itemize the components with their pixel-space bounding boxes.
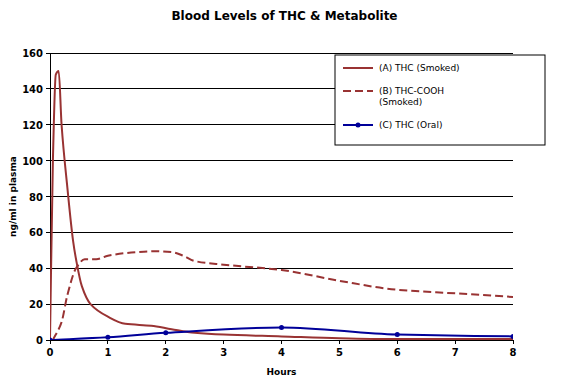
tick-mark: [165, 340, 166, 344]
marker: [163, 330, 168, 335]
tick-mark: [46, 53, 50, 54]
grid-line: [50, 160, 513, 161]
tick-mark: [397, 340, 398, 344]
tick-mark: [46, 232, 50, 233]
legend-label: (A) THC (Smoked): [379, 63, 460, 73]
marker: [50, 338, 53, 341]
y-tick-label: 80: [29, 192, 43, 203]
tick-mark: [46, 88, 50, 89]
marker: [105, 335, 110, 340]
x-tick-label: 2: [162, 347, 169, 358]
y-tick-label: 40: [29, 263, 43, 274]
grid-line: [50, 304, 513, 305]
x-tick-label: 5: [336, 347, 343, 358]
tick-mark: [455, 340, 456, 344]
legend-swatch: [343, 67, 373, 69]
tick-mark: [513, 340, 514, 344]
title: Blood Levels of THC & Metabolite: [171, 9, 397, 23]
tick-mark: [281, 340, 282, 344]
grid-line: [50, 268, 513, 269]
y-tick-label: 140: [22, 84, 43, 95]
legend-label: (B) THC-COOH(Smoked): [379, 86, 444, 107]
marker: [395, 332, 400, 337]
legend-swatch: [343, 90, 373, 92]
tick-mark: [46, 304, 50, 305]
tick-mark: [46, 340, 50, 341]
y-tick-label: 60: [29, 227, 43, 238]
legend-label: (C) THC (Oral): [379, 120, 442, 130]
x-tick-label: 7: [452, 347, 459, 358]
chart: Blood Levels of THC & Metabolite02040608…: [0, 0, 569, 389]
tick-mark: [46, 268, 50, 269]
grid-line: [50, 232, 513, 233]
x-tick-label: 8: [510, 347, 517, 358]
x-tick-label: 4: [278, 347, 285, 358]
x-tick-label: 3: [220, 347, 227, 358]
x-axis-label: Hours: [267, 367, 297, 377]
series-line: [53, 251, 513, 340]
marker: [279, 325, 284, 330]
x-tick-label: 1: [104, 347, 111, 358]
legend: (A) THC (Smoked) (B) THC-COOH(Smoked) (C) …: [335, 55, 545, 145]
tick-mark: [107, 340, 108, 344]
tick-mark: [50, 340, 51, 344]
x-tick-label: 6: [394, 347, 401, 358]
legend-marker: [356, 123, 361, 128]
grid-line: [50, 53, 513, 54]
tick-mark: [46, 124, 50, 125]
tick-mark: [339, 340, 340, 344]
y-tick-label: 160: [22, 48, 43, 59]
tick-mark: [223, 340, 224, 344]
y-tick-label: 20: [29, 299, 43, 310]
tick-mark: [46, 196, 50, 197]
y-tick-label: 100: [22, 156, 43, 167]
tick-mark: [46, 160, 50, 161]
grid-line: [50, 196, 513, 197]
y-tick-label: 120: [22, 120, 43, 131]
x-tick-label: 0: [47, 347, 54, 358]
legend-box: [335, 55, 545, 145]
y-axis-label: ng/ml in plasma: [8, 156, 18, 237]
y-tick-label: 0: [36, 335, 43, 346]
marker: [511, 334, 514, 339]
